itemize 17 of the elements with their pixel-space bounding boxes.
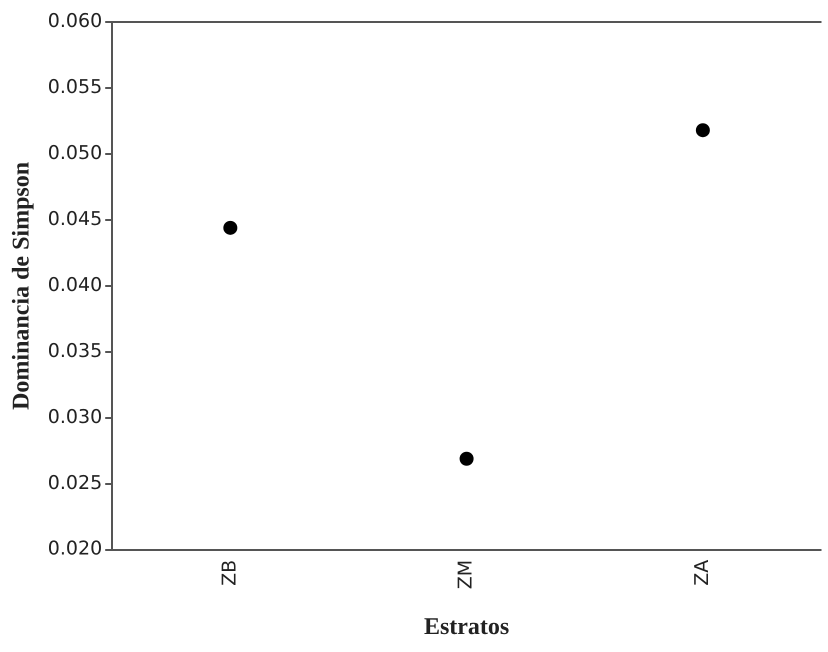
- x-axis-title: Estratos: [424, 614, 510, 640]
- y-tick-label: 0.060: [48, 10, 102, 32]
- point: [460, 452, 474, 466]
- x-tick-label: ZA: [690, 560, 713, 586]
- y-tick-label: 0.035: [48, 340, 102, 362]
- x-tick-label: ZB: [218, 560, 240, 586]
- point: [696, 123, 710, 138]
- x-tick-label: ZM: [454, 560, 477, 590]
- y-tick-label: 0.040: [48, 274, 102, 296]
- y-tick-label: 0.030: [48, 406, 102, 428]
- y-tick-label: 0.045: [48, 208, 102, 230]
- y-axis-title: Dominancia de Simpson: [8, 162, 35, 410]
- y-tick-label: 0.025: [48, 472, 102, 494]
- y-tick-label: 0.020: [48, 538, 102, 560]
- point: [223, 220, 238, 235]
- y-tick-label: 0.050: [48, 142, 102, 164]
- y-tick-label: 0.055: [48, 76, 102, 98]
